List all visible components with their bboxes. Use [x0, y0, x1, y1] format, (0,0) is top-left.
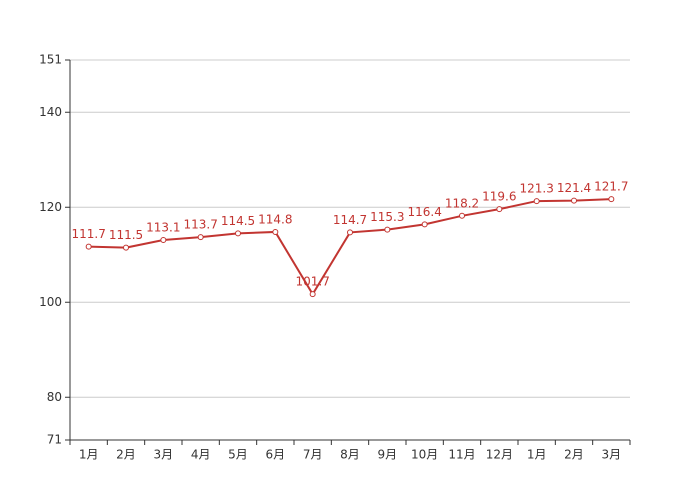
- point: [571, 197, 577, 204]
- y-tick-label: 140: [39, 105, 62, 119]
- value-label: 111.5: [109, 228, 143, 242]
- point: [309, 291, 316, 298]
- point: [85, 243, 92, 250]
- point: [608, 196, 615, 203]
- y-tick-label: 151: [39, 53, 62, 67]
- x-tick-label: 6月: [266, 448, 286, 462]
- point: [496, 206, 503, 213]
- value-label: 115.3: [370, 210, 404, 224]
- y-tick-label: 100: [39, 295, 62, 309]
- x-tick-label: 8月: [340, 448, 360, 462]
- point: [533, 198, 540, 205]
- x-tick-label: 4月: [191, 448, 211, 462]
- x-tick-label: 11月: [448, 448, 475, 462]
- value-label: 118.2: [445, 196, 479, 210]
- y-tick-label: 71: [47, 433, 62, 447]
- value-label: 111.7: [71, 227, 105, 241]
- value-label: 116.4: [407, 205, 441, 219]
- value-label: 121.4: [557, 181, 591, 195]
- point: [459, 212, 465, 219]
- x-tick-label: 3月: [602, 448, 622, 462]
- x-tick-label: 5月: [228, 448, 248, 462]
- value-label: 121.7: [594, 180, 628, 194]
- x-tick-label: 12月: [486, 448, 513, 462]
- x-tick-label: 3月: [154, 448, 174, 462]
- y-tick-label: 120: [39, 200, 62, 214]
- x-tick-label: 1月: [527, 448, 547, 462]
- point: [384, 226, 391, 233]
- x-tick-label: 10月: [411, 448, 438, 462]
- x-tick-label: 7月: [303, 448, 323, 462]
- value-label: 114.5: [221, 214, 255, 228]
- value-label: 113.7: [183, 218, 217, 232]
- value-label: 101.7: [295, 275, 329, 289]
- point: [123, 244, 129, 251]
- value-label: 121.3: [519, 182, 553, 196]
- value-label: 113.1: [146, 221, 180, 235]
- point: [235, 230, 241, 237]
- value-label: 119.6: [482, 190, 516, 204]
- x-tick-label: 2月: [564, 448, 584, 462]
- x-tick-label: 9月: [378, 448, 398, 462]
- point: [160, 237, 167, 244]
- x-tick-label: 2月: [116, 448, 136, 462]
- point: [272, 228, 279, 235]
- point: [197, 234, 204, 241]
- x-tick-label: 1月: [79, 448, 99, 462]
- value-label: 114.7: [333, 213, 367, 227]
- point: [421, 221, 428, 228]
- value-label: 114.8: [258, 212, 292, 226]
- y-tick-label: 80: [47, 390, 62, 404]
- point: [347, 229, 353, 236]
